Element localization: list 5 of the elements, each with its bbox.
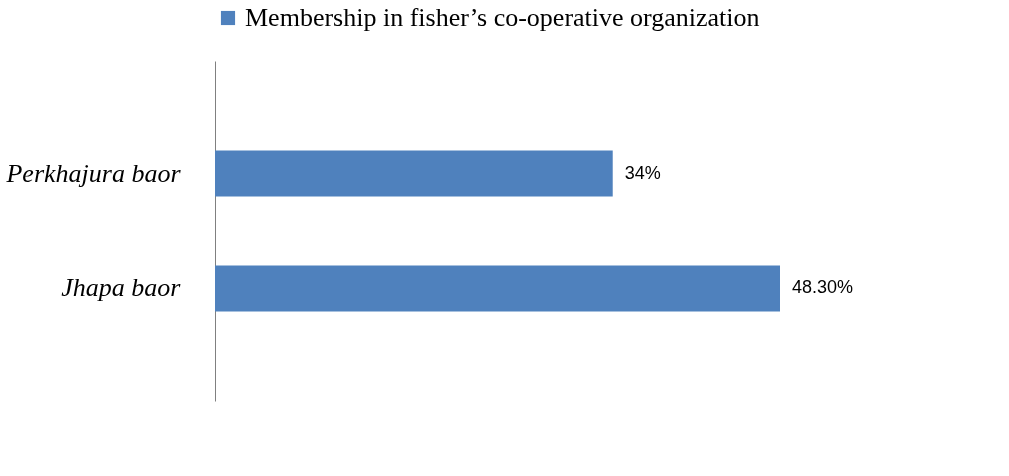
legend-label: Membership in fisher’s co-operative organization [245, 3, 760, 32]
data-label: 34% [624, 162, 661, 183]
y-tick-label: Perkhajura baor [5, 158, 182, 188]
data-label: 48.30% [792, 277, 854, 298]
y-tick-label: Jhapa baor [61, 273, 182, 303]
